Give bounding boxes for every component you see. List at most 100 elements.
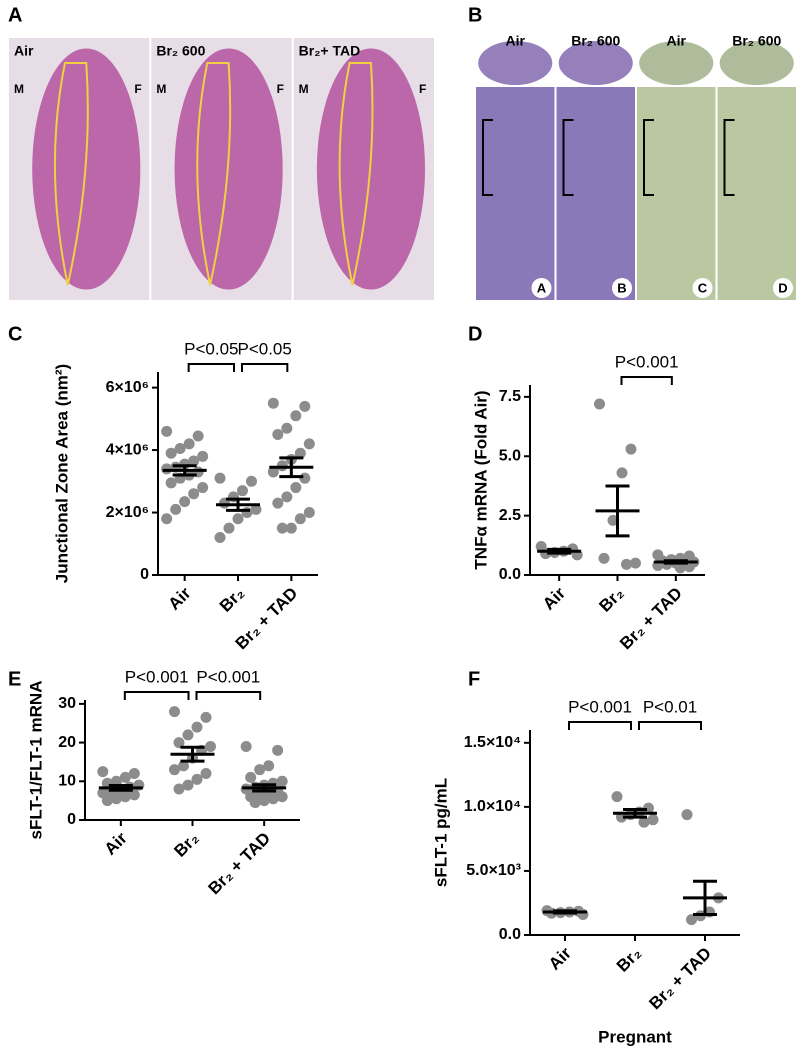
tile-tag: A xyxy=(537,280,547,295)
data-point xyxy=(598,552,610,564)
data-point xyxy=(272,744,284,756)
tile-mark: F xyxy=(277,82,284,96)
data-point xyxy=(674,562,686,574)
significance-bracket xyxy=(620,376,673,385)
data-point xyxy=(161,463,173,475)
tile-label: Br₂ 600 xyxy=(571,33,620,49)
data-point xyxy=(182,779,194,791)
tile-label: Br₂ 600 xyxy=(156,43,205,59)
panel-letter: D xyxy=(468,323,482,345)
y-tick-label: 0 xyxy=(67,811,76,828)
data-point xyxy=(179,496,191,508)
y-tick-label: 5.0 xyxy=(499,447,521,464)
tile-tag: D xyxy=(778,280,787,295)
data-point xyxy=(174,443,186,455)
junctional-outline xyxy=(338,62,374,286)
data-point xyxy=(188,488,200,500)
panel-letter: B xyxy=(468,4,482,26)
data-point xyxy=(267,466,279,478)
tile-mark: F xyxy=(419,82,426,96)
x-tick-label: Br₂ + TAD xyxy=(645,944,715,1014)
zone-bracket xyxy=(643,119,654,196)
data-point xyxy=(240,740,252,752)
data-point xyxy=(197,482,209,494)
data-point xyxy=(616,467,628,479)
data-point xyxy=(188,455,200,467)
data-point xyxy=(205,740,216,752)
data-point xyxy=(110,793,122,805)
x-tick-label: Air xyxy=(165,583,195,613)
data-point xyxy=(173,783,185,795)
data-point xyxy=(97,766,109,778)
x-tick-label: Br₂ xyxy=(595,584,627,616)
data-point xyxy=(170,503,182,515)
tile-label: Br₂+ TAD xyxy=(299,43,361,59)
data-point xyxy=(299,472,311,484)
data-point xyxy=(267,793,279,805)
overview-tissue xyxy=(639,41,714,85)
error-bar xyxy=(108,784,133,792)
significance-bracket xyxy=(123,691,190,700)
data-point xyxy=(101,795,113,807)
y-tick-label: 10 xyxy=(58,773,76,790)
data-point xyxy=(276,522,288,534)
significance-bracket xyxy=(568,721,632,730)
data-point xyxy=(249,797,261,809)
data-point xyxy=(267,397,279,409)
y-tick-label: 1.0×10⁴ xyxy=(464,798,521,815)
data-point xyxy=(245,771,257,783)
data-point xyxy=(647,814,659,826)
y-tick-label: 7.5 xyxy=(499,388,521,405)
data-point xyxy=(191,773,203,785)
y-tick-label: 2.5 xyxy=(499,507,521,524)
x-tick-label: Air xyxy=(545,943,575,973)
data-point xyxy=(290,482,302,494)
y-tick-label: 5.0×10³ xyxy=(466,862,521,879)
data-point xyxy=(182,729,194,741)
error-bar xyxy=(553,909,577,915)
data-point xyxy=(223,522,235,534)
data-point xyxy=(621,558,632,570)
y-tick-label: 4×10⁶ xyxy=(106,441,149,458)
panel-letter: E xyxy=(8,668,21,690)
data-point xyxy=(299,400,311,412)
y-tick-label: 30 xyxy=(58,695,76,712)
x-tick-label: Br₂ + TAD xyxy=(616,584,686,654)
panel-letter: C xyxy=(8,323,22,345)
data-point xyxy=(290,410,302,422)
error-bar xyxy=(180,745,205,763)
tile-mark: M xyxy=(299,82,309,96)
zone-bracket xyxy=(723,119,735,196)
significance-label: P<0.01 xyxy=(643,697,697,716)
data-point xyxy=(197,450,209,462)
data-point xyxy=(303,507,315,519)
y-axis-label: sFLT-1/FLT-1 mRNA xyxy=(26,681,45,840)
x-tick-label: Air xyxy=(101,828,131,858)
data-point xyxy=(272,497,284,509)
error-bar xyxy=(279,456,304,479)
y-tick-label: 0 xyxy=(140,566,149,583)
data-point xyxy=(272,428,284,440)
zone-bracket xyxy=(482,119,493,196)
data-point xyxy=(119,771,131,783)
data-point xyxy=(214,532,226,544)
tag-bg xyxy=(692,278,713,298)
y-axis-label: TNFα mRNA (Fold Air) xyxy=(471,390,490,569)
data-point xyxy=(200,768,212,780)
panel-letter: F xyxy=(468,668,480,690)
data-point xyxy=(183,438,195,450)
data-point xyxy=(191,721,203,733)
data-point xyxy=(169,764,180,776)
error-bar xyxy=(693,879,717,916)
panel-letter: A xyxy=(8,4,22,26)
data-point xyxy=(250,503,262,515)
significance-label: P<0.001 xyxy=(196,667,260,686)
x-tick-label: Br₂ + TAD xyxy=(205,829,275,899)
tag-bg xyxy=(531,278,552,298)
data-point xyxy=(276,775,288,787)
tile-label: Air xyxy=(667,33,687,49)
data-point xyxy=(611,791,623,803)
data-point xyxy=(686,914,697,926)
